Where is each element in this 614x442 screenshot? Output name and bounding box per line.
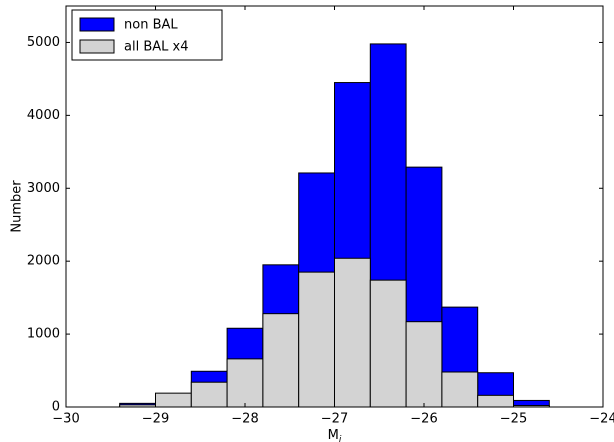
y-tick-label: 5000 — [27, 35, 60, 50]
bar — [334, 257, 371, 408]
legend-label: all BAL x4 — [124, 40, 188, 55]
x-axis-label-main: M — [328, 428, 339, 442]
x-tick-label: −25 — [500, 412, 527, 427]
bar — [155, 392, 192, 408]
bar — [477, 394, 515, 408]
x-tick-label: −24 — [589, 412, 614, 427]
bar — [441, 371, 479, 408]
bar — [226, 358, 264, 408]
x-tick-label: −30 — [52, 412, 79, 427]
x-axis-label-sub: i — [339, 435, 342, 442]
bar — [369, 279, 407, 408]
legend-swatch — [79, 39, 115, 54]
x-tick-label: −29 — [142, 412, 169, 427]
bar — [262, 313, 300, 408]
x-axis-label: Mi — [328, 428, 342, 442]
y-tick-label: 1000 — [27, 327, 60, 342]
bar — [190, 381, 228, 408]
y-tick-label: 2000 — [27, 254, 60, 269]
bar — [405, 321, 443, 408]
y-axis-label: Number — [10, 180, 25, 233]
x-tick-label: −28 — [231, 412, 258, 427]
y-tick-label: 4000 — [27, 108, 60, 123]
y-tick-label: 3000 — [27, 181, 60, 196]
legend-label: non BAL — [124, 18, 178, 33]
bar — [298, 271, 336, 408]
x-tick-label: −26 — [410, 412, 437, 427]
legend-swatch — [79, 17, 115, 32]
x-tick-label: −27 — [321, 412, 348, 427]
y-tick-label: 0 — [52, 400, 60, 415]
